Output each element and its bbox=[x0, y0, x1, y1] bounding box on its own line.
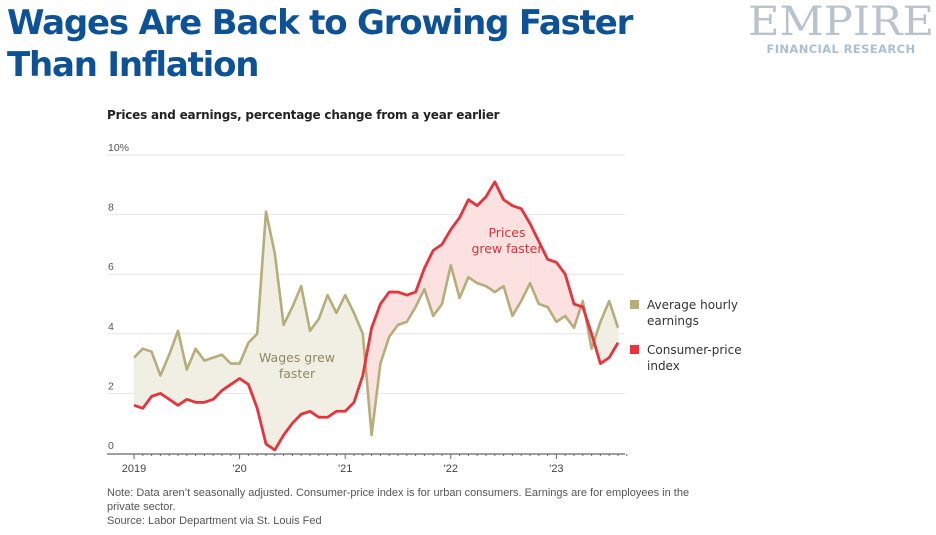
wages-line bbox=[133, 210, 620, 437]
headline-line-2: Than Inflation bbox=[7, 45, 260, 85]
x-tick-label: '20 bbox=[232, 463, 246, 475]
annotation-label: faster bbox=[279, 366, 316, 381]
logo-tagline: FINANCIAL RESEARCH bbox=[766, 42, 916, 56]
x-tick-label: '21 bbox=[338, 463, 352, 475]
difference-area bbox=[204, 357, 214, 403]
x-axis-labels: 2019 '20 '21 '22 '23 bbox=[122, 463, 564, 475]
annotation-label: Prices bbox=[488, 225, 525, 240]
x-axis bbox=[107, 453, 628, 459]
difference-area bbox=[397, 291, 408, 326]
difference-fills bbox=[133, 180, 619, 452]
cpi-line bbox=[133, 180, 620, 452]
annotation-label: grew faster bbox=[472, 241, 544, 256]
legend: Average hourly earnings Consumer-price inde… bbox=[630, 298, 742, 373]
chart-notes: Note: Data aren’t seasonally adjusted. C… bbox=[107, 486, 727, 528]
y-axis-labels: 0 2 4 6 8 10% bbox=[108, 142, 129, 452]
y-tick-label: 10% bbox=[108, 142, 129, 154]
chart-headline: Wages Are Back to Growing Faster Than In… bbox=[7, 2, 633, 86]
y-tick-label: 2 bbox=[108, 380, 114, 392]
x-tick-label: '22 bbox=[444, 463, 458, 475]
note-line-1: Note: Data aren’t seasonally adjusted. C… bbox=[107, 487, 690, 499]
empire-logo: EMPIRE FINANCIAL RESEARCH bbox=[748, 0, 934, 56]
legend-label: index bbox=[647, 359, 680, 373]
x-tick-label: '23 bbox=[549, 463, 563, 475]
cpi-legend-swatch bbox=[630, 345, 639, 354]
chart-subtitle: Prices and earnings, percentage change f… bbox=[107, 108, 500, 122]
annotation-label: Wages grew bbox=[259, 350, 335, 365]
legend-label: Average hourly bbox=[647, 298, 738, 312]
legend-label: Consumer-price bbox=[647, 343, 742, 357]
headline-line-1: Wages Are Back to Growing Faster bbox=[7, 3, 633, 43]
legend-label: earnings bbox=[647, 314, 699, 328]
series-lines bbox=[133, 180, 620, 452]
difference-area bbox=[512, 205, 522, 318]
logo-wordmark: EMPIRE bbox=[748, 0, 934, 45]
note-line-2: private sector. bbox=[107, 501, 176, 513]
y-tick-label: 8 bbox=[108, 202, 114, 214]
x-tick-label: 2019 bbox=[122, 463, 146, 475]
y-tick-label: 0 bbox=[108, 440, 114, 452]
y-tick-label: 6 bbox=[108, 261, 114, 273]
y-tick-label: 4 bbox=[108, 321, 114, 333]
source-line: Source: Labor Department via St. Louis F… bbox=[107, 515, 322, 527]
wages-legend-swatch bbox=[630, 300, 639, 309]
